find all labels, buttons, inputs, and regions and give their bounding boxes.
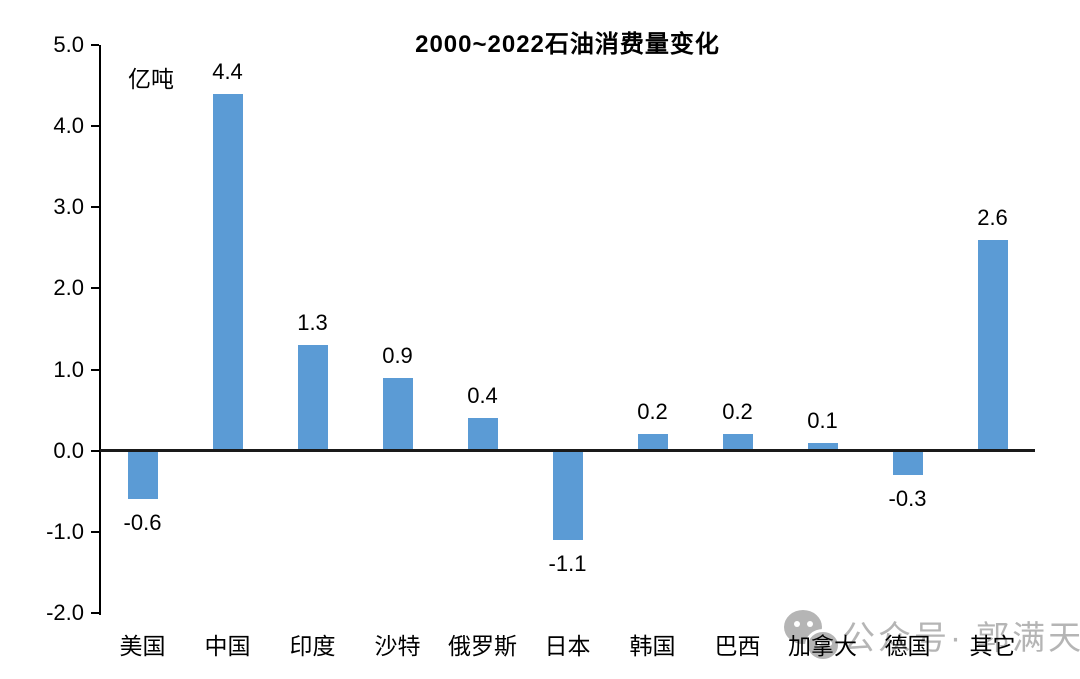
y-axis-tick-label: 0.0 [53, 437, 84, 463]
y-axis-tick [91, 368, 99, 371]
category-label: 巴西 [714, 634, 761, 659]
bar-value-label: -1.1 [548, 550, 587, 576]
wechat-icon [782, 608, 842, 668]
y-axis-tick [91, 206, 99, 209]
bar [637, 434, 668, 451]
watermark-bubble-eye [827, 641, 832, 646]
y-axis-tick [91, 612, 99, 614]
category-label: 德国 [884, 634, 931, 659]
bar-value-label: -0.3 [888, 486, 927, 512]
bar [212, 93, 243, 451]
category-label: 其它 [969, 634, 1016, 659]
category-label: 加拿大 [788, 634, 857, 659]
bar [977, 239, 1008, 451]
zero-baseline [100, 449, 1035, 453]
y-axis-tick [91, 125, 99, 128]
category-label: 俄罗斯 [448, 634, 517, 659]
category-label: 中国 [204, 634, 251, 659]
bar-value-label: 2.6 [977, 204, 1008, 230]
category-label: 印度 [289, 634, 336, 659]
bar [807, 442, 838, 451]
bar [467, 418, 498, 451]
bar [722, 434, 753, 451]
category-label: 沙特 [374, 634, 421, 659]
bar-value-label: 0.4 [467, 383, 498, 409]
bar [127, 450, 158, 500]
y-axis-unit-label: 亿吨 [128, 67, 174, 92]
bar-value-label: 0.2 [722, 399, 753, 425]
category-label: 美国 [119, 634, 166, 659]
y-axis-tick [91, 287, 99, 290]
bar [892, 450, 923, 476]
bar-value-label: -0.6 [123, 510, 162, 536]
category-label: 韩国 [629, 634, 676, 659]
watermark-bubble-eye [794, 621, 800, 627]
category-label: 日本 [544, 634, 591, 659]
watermark: 公众号· 郭满天 [782, 608, 1080, 668]
bar [297, 345, 328, 451]
bar [552, 450, 583, 540]
y-axis-tick-label: 2.0 [53, 275, 84, 301]
y-axis-tick [91, 449, 99, 452]
y-axis-tick [91, 530, 99, 533]
bar-value-label: 1.3 [297, 310, 328, 336]
y-axis-tick-label: 1.0 [53, 356, 84, 382]
y-axis-tick-label: -2.0 [46, 600, 84, 625]
y-axis-tick-label: 5.0 [53, 32, 84, 57]
watermark-bubble-eye [807, 621, 813, 627]
bar-value-label: 0.2 [637, 399, 668, 425]
y-axis-tick [91, 44, 99, 46]
y-axis-line [99, 45, 101, 615]
y-axis-tick-label: 4.0 [53, 113, 84, 139]
chart-title: 2000~2022石油消费量变化 [415, 31, 720, 58]
bar-value-label: 4.4 [212, 58, 243, 84]
watermark-bubble [808, 632, 838, 659]
bar-value-label: 0.1 [807, 407, 838, 433]
y-axis-tick-label: -1.0 [46, 518, 84, 544]
y-axis-tick-label: 3.0 [53, 194, 84, 220]
watermark-text: 公众号· 郭满天 [842, 619, 1080, 656]
watermark-bubble-eye [816, 641, 821, 646]
bar-value-label: 0.9 [382, 342, 413, 368]
bar [382, 377, 413, 451]
